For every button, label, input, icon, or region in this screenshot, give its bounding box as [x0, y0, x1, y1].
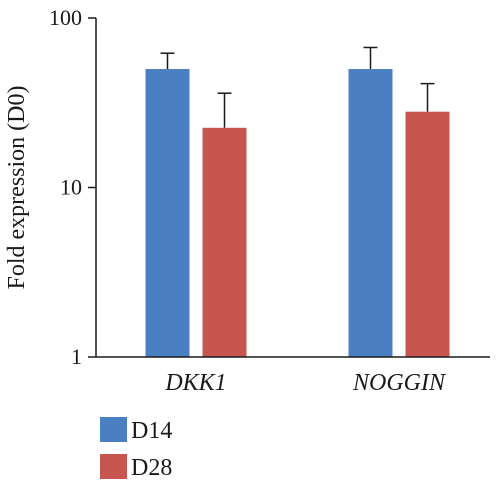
bar-d14-noggin [348, 69, 393, 357]
x-category-label: DKK1 [164, 370, 226, 396]
legend-swatch-d28 [100, 454, 127, 479]
y-tick-label: 100 [49, 5, 82, 30]
bar-d28-noggin [405, 111, 450, 357]
bar-d28-dkk1 [202, 127, 247, 358]
y-tick-label: 10 [60, 175, 82, 200]
legend-swatch-d14 [100, 417, 127, 442]
axes: 1 10 100 DKK1 NOGGIN [49, 5, 490, 396]
x-category-label: NOGGIN [352, 370, 447, 396]
y-axis-title: Fold expression (D0) [4, 86, 30, 290]
bar-d14-dkk1 [145, 69, 190, 357]
legend-label-d14: D14 [131, 418, 172, 444]
legend-label-d28: D28 [131, 455, 172, 481]
plot-area [145, 46, 450, 358]
y-tick-label: 1 [71, 344, 82, 369]
